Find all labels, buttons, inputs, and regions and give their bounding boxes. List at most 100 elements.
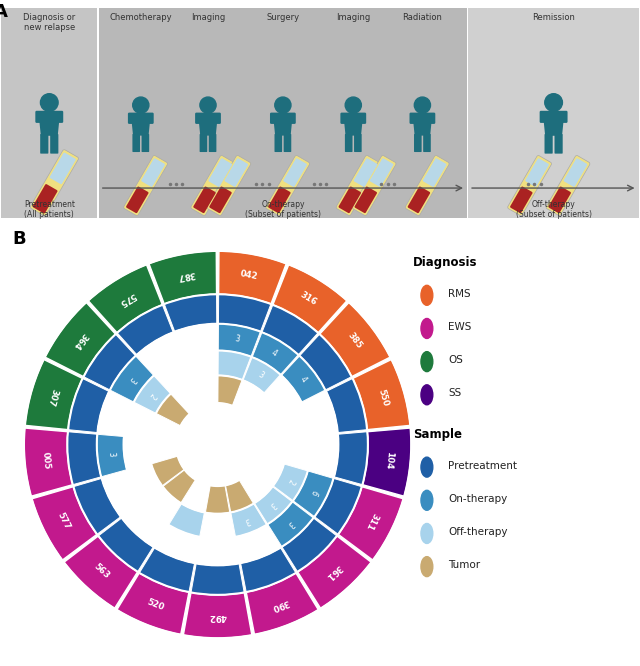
- Circle shape: [421, 318, 433, 338]
- Text: Remission: Remission: [532, 13, 575, 22]
- Wedge shape: [231, 503, 266, 537]
- Polygon shape: [543, 113, 564, 136]
- Wedge shape: [148, 414, 180, 440]
- Circle shape: [421, 490, 433, 510]
- Wedge shape: [201, 513, 234, 539]
- Text: 2: 2: [147, 391, 157, 400]
- Wedge shape: [326, 378, 367, 433]
- Wedge shape: [74, 478, 121, 534]
- Wedge shape: [255, 414, 287, 440]
- Wedge shape: [218, 376, 242, 406]
- Circle shape: [421, 457, 433, 477]
- Wedge shape: [293, 471, 333, 517]
- Wedge shape: [251, 456, 284, 486]
- FancyBboxPatch shape: [414, 134, 422, 152]
- Wedge shape: [246, 573, 318, 635]
- Wedge shape: [137, 332, 183, 374]
- FancyBboxPatch shape: [50, 153, 76, 184]
- Text: 550: 550: [376, 388, 390, 407]
- Polygon shape: [273, 115, 292, 136]
- FancyBboxPatch shape: [540, 111, 568, 123]
- Circle shape: [132, 97, 149, 113]
- FancyBboxPatch shape: [195, 113, 221, 124]
- Wedge shape: [300, 334, 351, 390]
- Text: 005: 005: [41, 452, 52, 470]
- Wedge shape: [183, 593, 252, 638]
- Circle shape: [421, 557, 433, 577]
- Wedge shape: [205, 486, 230, 513]
- FancyBboxPatch shape: [546, 155, 590, 216]
- FancyBboxPatch shape: [525, 159, 549, 187]
- FancyBboxPatch shape: [510, 186, 532, 213]
- FancyBboxPatch shape: [410, 113, 435, 124]
- FancyBboxPatch shape: [35, 111, 63, 123]
- Wedge shape: [268, 501, 314, 547]
- FancyBboxPatch shape: [268, 186, 291, 213]
- FancyBboxPatch shape: [354, 159, 378, 187]
- FancyBboxPatch shape: [33, 184, 58, 214]
- Text: Surgery: Surgery: [266, 13, 300, 22]
- Text: 3: 3: [285, 519, 295, 529]
- Wedge shape: [302, 392, 338, 435]
- Wedge shape: [280, 403, 311, 438]
- FancyBboxPatch shape: [554, 134, 563, 154]
- Text: 6: 6: [308, 488, 319, 497]
- Polygon shape: [198, 115, 218, 136]
- Wedge shape: [298, 536, 371, 609]
- Wedge shape: [308, 434, 339, 477]
- Wedge shape: [143, 487, 180, 524]
- FancyBboxPatch shape: [284, 134, 291, 152]
- Wedge shape: [97, 392, 133, 435]
- Text: EWS: EWS: [448, 322, 472, 332]
- FancyBboxPatch shape: [354, 134, 362, 152]
- Text: A: A: [0, 3, 8, 21]
- FancyBboxPatch shape: [40, 134, 49, 154]
- Wedge shape: [102, 471, 142, 517]
- Wedge shape: [362, 428, 412, 496]
- Polygon shape: [38, 113, 60, 136]
- FancyBboxPatch shape: [266, 155, 310, 216]
- Wedge shape: [110, 356, 154, 402]
- Wedge shape: [155, 525, 200, 563]
- Text: 3: 3: [243, 515, 251, 525]
- Text: On-therapy: On-therapy: [448, 494, 508, 504]
- Wedge shape: [184, 350, 217, 380]
- Text: 3: 3: [234, 334, 241, 344]
- Wedge shape: [149, 251, 216, 304]
- Wedge shape: [282, 518, 337, 572]
- FancyBboxPatch shape: [50, 134, 58, 154]
- Text: Diagnosis or
new relapse: Diagnosis or new relapse: [23, 13, 76, 32]
- Text: 577: 577: [56, 511, 72, 531]
- FancyBboxPatch shape: [336, 155, 380, 216]
- Text: 387: 387: [176, 270, 196, 282]
- Wedge shape: [32, 487, 97, 560]
- Wedge shape: [338, 487, 403, 560]
- Wedge shape: [257, 439, 287, 463]
- FancyBboxPatch shape: [30, 150, 79, 216]
- Text: 563: 563: [92, 562, 111, 581]
- Wedge shape: [97, 434, 127, 477]
- Wedge shape: [273, 464, 308, 501]
- Text: Pretreatment: Pretreatment: [448, 461, 517, 471]
- Wedge shape: [117, 573, 189, 635]
- Wedge shape: [64, 536, 138, 609]
- FancyBboxPatch shape: [225, 159, 248, 187]
- FancyBboxPatch shape: [200, 134, 207, 152]
- FancyBboxPatch shape: [275, 134, 282, 152]
- Circle shape: [545, 94, 563, 111]
- FancyBboxPatch shape: [141, 159, 165, 187]
- FancyBboxPatch shape: [423, 134, 431, 152]
- Polygon shape: [344, 115, 363, 136]
- Wedge shape: [246, 394, 279, 426]
- Wedge shape: [241, 547, 296, 592]
- Bar: [1, 7, 97, 218]
- FancyBboxPatch shape: [193, 186, 216, 213]
- Bar: [99, 7, 467, 218]
- Wedge shape: [117, 305, 173, 355]
- Bar: [468, 7, 639, 218]
- Wedge shape: [282, 356, 325, 402]
- Wedge shape: [243, 357, 280, 393]
- Wedge shape: [273, 264, 347, 333]
- Text: 361: 361: [324, 562, 343, 581]
- Wedge shape: [134, 376, 171, 414]
